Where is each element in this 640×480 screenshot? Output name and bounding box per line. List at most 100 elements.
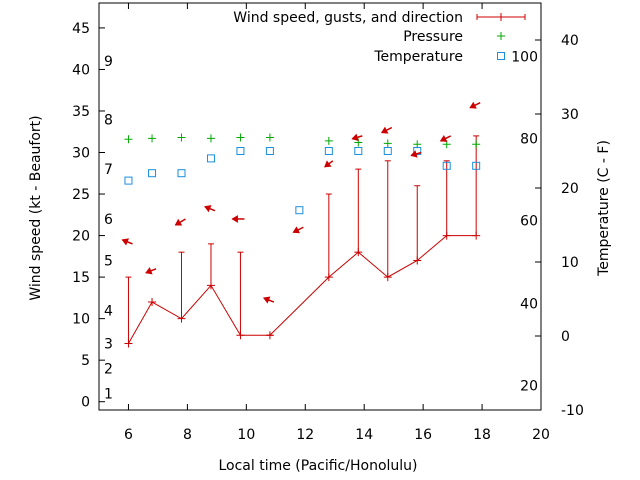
pressure-point: [265, 133, 274, 142]
arrow-head: [324, 160, 332, 168]
pressure-point: [413, 140, 422, 149]
arrow-head: [380, 126, 389, 134]
wind-speed-point: [472, 231, 481, 240]
wind-direction-arrow: [292, 226, 304, 234]
x-tick-label: 12: [296, 427, 314, 443]
beaufort-label: 2: [104, 361, 113, 377]
axis-ticks: [99, 3, 542, 411]
wind-series: [124, 135, 481, 348]
temperature-point: [206, 154, 215, 163]
y-axis-title: Wind speed (kt - Beaufort): [28, 115, 44, 300]
wind-speed-point: [413, 256, 422, 265]
arrow-head: [292, 226, 301, 234]
legend: Wind speed, gusts, and direction Pressur…: [233, 10, 526, 65]
y2-tick-label: 10: [561, 255, 579, 271]
beaufort-label: 8: [104, 112, 113, 128]
beaufort-label: 3: [104, 337, 113, 353]
pressure-point: [177, 133, 186, 142]
x-tick-label: 6: [124, 427, 133, 443]
wind-speed-point: [354, 248, 363, 257]
y-tick-label: 15: [72, 270, 90, 286]
y-tick-label: 5: [81, 353, 90, 369]
pressure-point: [472, 140, 481, 149]
wind-speed-point: [236, 331, 245, 340]
temperature-point: [124, 176, 133, 185]
pressure-point: [324, 136, 333, 145]
legend-pressure-point: [497, 32, 505, 40]
wind-direction-arrow: [263, 296, 275, 304]
wind-speed-point: [148, 298, 157, 307]
temperature-series: [124, 147, 481, 215]
x-tick-label: 8: [183, 427, 192, 443]
x-tick-label: 18: [473, 427, 491, 443]
wind-direction-arrow: [174, 218, 186, 226]
wind-speed-point: [442, 231, 451, 240]
beaufort-label: 7: [104, 162, 113, 178]
y2-tick-label: 0: [561, 329, 570, 345]
wind-direction-arrow: [469, 101, 481, 109]
arrow-head: [410, 150, 418, 158]
legend-swatch-wind: [476, 13, 526, 21]
x-tick-label: 20: [532, 427, 550, 443]
beaufort-label: 5: [104, 253, 113, 269]
y2-tick-label: 40: [561, 33, 579, 49]
temperature-point: [236, 147, 245, 155]
y-tick-label: 30: [72, 146, 90, 162]
y2-tick-label: 30: [561, 107, 579, 123]
x-tick-label: 10: [237, 427, 255, 443]
pressure-point: [124, 135, 133, 144]
y-tick-label: 10: [72, 312, 90, 328]
wind-direction-arrow: [380, 126, 393, 134]
y2-tick-label: -10: [561, 403, 584, 419]
wind-speed-point: [265, 331, 274, 340]
fahrenheit-label: 80: [520, 131, 538, 147]
arrow-head: [174, 218, 183, 226]
fahrenheit-label: 40: [520, 296, 538, 312]
beaufort-label: 1: [104, 386, 113, 402]
wind-direction-arrows: [121, 101, 481, 304]
wind-speed-point: [206, 281, 215, 290]
beaufort-label: 4: [104, 303, 113, 319]
fahrenheit-label: 60: [520, 214, 538, 230]
wind-direction-arrow: [231, 215, 245, 223]
temperature-point: [324, 147, 333, 155]
fahrenheit-label: 20: [520, 379, 538, 395]
arrow-head: [351, 133, 359, 142]
wind-direction-arrow: [324, 160, 334, 168]
pressure-series: [124, 133, 481, 149]
arrow-head: [263, 296, 271, 304]
legend-label-wind: Wind speed, gusts, and direction: [233, 10, 463, 26]
legend-temperature-point: [497, 52, 505, 60]
plot-frame: [98, 2, 542, 411]
temperature-point: [442, 161, 451, 170]
y2-tick-label: 20: [561, 181, 579, 197]
wind-speed-line: [128, 235, 477, 344]
wind-speed-point: [383, 273, 392, 282]
x-tick-label: 14: [355, 427, 373, 443]
pressure-point: [383, 139, 392, 148]
arrow-head: [469, 101, 477, 109]
temperature-point: [148, 169, 157, 178]
temperature-point: [265, 147, 274, 155]
legend-label-pressure: Pressure: [403, 29, 463, 45]
arrow-head: [145, 267, 153, 275]
wind-speed-point: [324, 273, 333, 282]
y-tick-label: 0: [81, 395, 90, 411]
pressure-point: [206, 134, 215, 143]
arrow-head: [204, 205, 212, 213]
wind-direction-arrow: [204, 205, 216, 213]
temperature-point: [354, 147, 363, 155]
pressure-point: [148, 134, 157, 143]
arrow-head: [121, 238, 130, 246]
wind-direction-arrow: [121, 238, 133, 246]
fahrenheit-label: 100: [511, 49, 538, 65]
wind-direction-arrow: [410, 150, 422, 158]
legend-label-temperature: Temperature: [373, 49, 463, 65]
y-tick-label: 20: [72, 229, 90, 245]
legend-swatch-pressure: [497, 32, 505, 40]
wind-direction-arrow: [439, 134, 452, 142]
wind-speed-point: [124, 339, 133, 348]
x-axis-title: Local time (Pacific/Honolulu): [218, 458, 417, 474]
x-tick-label: 16: [414, 427, 432, 443]
